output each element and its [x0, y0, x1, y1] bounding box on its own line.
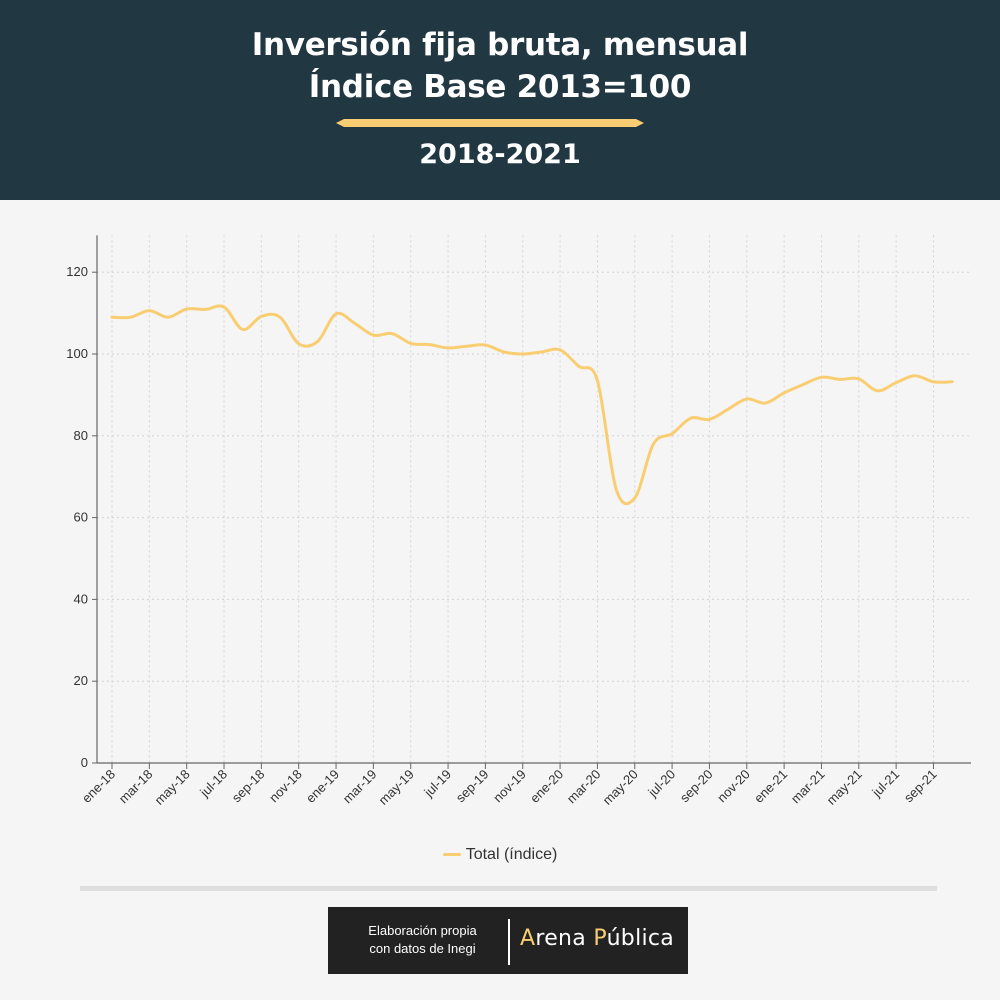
- x-tick-label: mar-18: [116, 767, 156, 807]
- header-banner: Inversión fija bruta, mensual Índice Bas…: [0, 0, 1000, 200]
- y-tick-label: 40: [74, 591, 88, 606]
- credit-box: Elaboración propia con datos de Inegi Ar…: [328, 907, 688, 974]
- x-tick-label: mar-19: [340, 767, 380, 807]
- chart-title: Inversión fija bruta, mensual: [251, 27, 749, 63]
- series-line-total: [110, 304, 954, 506]
- x-tick-label: jul-18: [196, 767, 230, 801]
- y-tick-label: 0: [81, 755, 88, 770]
- chart-legend: Total (índice): [0, 846, 1000, 864]
- x-tick-label: ene-19: [303, 767, 342, 806]
- brand-letter-p: P: [593, 926, 607, 951]
- credit-line2: con datos de Inegi: [369, 941, 476, 956]
- y-tick-label: 20: [74, 673, 88, 688]
- legend-label: Total (índice): [465, 846, 558, 863]
- brand-letter-a: A: [520, 926, 536, 951]
- x-tick-label: may-21: [824, 767, 865, 808]
- chart-grid: [97, 235, 971, 763]
- x-tick-label: jul-20: [644, 767, 678, 801]
- x-tick-label: sep-20: [677, 767, 716, 806]
- x-tick-label: jul-19: [420, 767, 454, 801]
- title-underline-decoration: [336, 119, 644, 127]
- x-tick-label: sep-19: [453, 767, 492, 806]
- x-tick-label: sep-21: [901, 767, 940, 806]
- brand-text-2: ública: [606, 926, 675, 951]
- x-tick-label: mar-20: [564, 767, 604, 807]
- x-tick-label: ene-20: [527, 767, 566, 806]
- footer-divider: [80, 886, 937, 891]
- x-tick-label: nov-19: [490, 767, 529, 806]
- x-tick-label: may-19: [376, 767, 417, 808]
- x-tick-label: ene-21: [751, 767, 790, 806]
- chart-subtitle: 2018-2021: [419, 139, 581, 170]
- chart-axes: [96, 235, 971, 764]
- x-tick-label: nov-18: [266, 767, 305, 806]
- credit-text: Elaboración propia con datos de Inegi: [342, 922, 503, 958]
- x-tick-label: jul-21: [868, 767, 902, 801]
- x-tick-label: sep-18: [229, 767, 268, 806]
- x-tick-label: may-20: [600, 767, 641, 808]
- x-tick-label: ene-18: [79, 767, 118, 806]
- x-tick-label: nov-20: [714, 767, 753, 806]
- brand-text-1: rena: [535, 926, 594, 951]
- brand-logo: Arena Pública: [520, 926, 674, 951]
- credit-line1: Elaboración propia: [368, 923, 477, 938]
- x-tick-label: may-18: [152, 767, 193, 808]
- x-tick-label: mar-21: [788, 767, 828, 807]
- chart-title-line2: Índice Base 2013=100: [308, 69, 692, 105]
- y-tick-label: 60: [74, 510, 88, 525]
- y-tick-label: 80: [74, 428, 88, 443]
- y-axis-ticks: 0 20 40 60 80 100 120: [66, 264, 97, 770]
- legend-swatch: [442, 853, 461, 857]
- y-tick-label: 120: [66, 264, 88, 279]
- y-tick-label: 100: [66, 346, 88, 361]
- credit-divider: [508, 919, 510, 965]
